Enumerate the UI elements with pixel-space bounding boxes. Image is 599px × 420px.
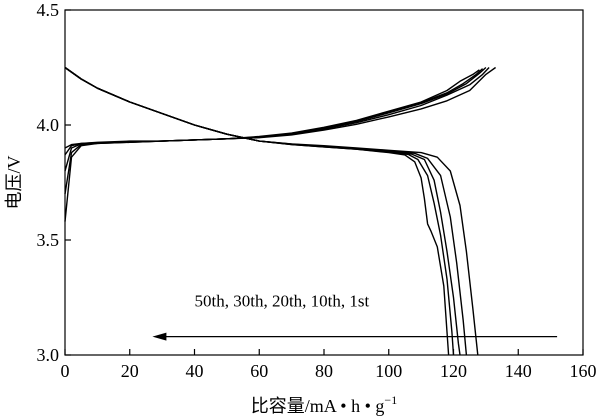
x-tick-label: 60 xyxy=(250,361,268,381)
y-axis-ticks: 3.0 3.5 4.0 4.5 xyxy=(37,0,71,365)
x-tick-label: 140 xyxy=(505,361,532,381)
x-tick-label: 160 xyxy=(570,361,597,381)
charge-curve-1 xyxy=(64,69,480,222)
y-tick-label: 3.0 xyxy=(37,345,60,365)
x-tick-label: 100 xyxy=(375,361,402,381)
charge-curve-5 xyxy=(64,66,497,149)
y-tick-label: 4.5 xyxy=(37,0,60,20)
charge-curve-3 xyxy=(64,66,487,172)
x-tick-label: 40 xyxy=(186,361,204,381)
discharge-curve-4 xyxy=(64,66,468,356)
x-tick-label: 80 xyxy=(315,361,333,381)
x-tick-label: 120 xyxy=(440,361,467,381)
x-axis-ticks: 0 20 40 60 80 100 120 140 160 xyxy=(61,349,597,381)
x-axis-label-text: 比容量/mA • h • g xyxy=(251,396,385,416)
discharge-curve-5 xyxy=(64,66,479,356)
annotation-arrowhead xyxy=(152,332,167,341)
x-tick-label: 20 xyxy=(121,361,139,381)
y-tick-label: 4.0 xyxy=(37,115,60,135)
y-axis-label: 电压/V xyxy=(4,155,24,209)
annotation-label: 50th, 30th, 20th, 10th, 1st xyxy=(195,292,370,311)
y-tick-label: 3.5 xyxy=(37,230,60,250)
x-tick-label: 0 xyxy=(61,361,70,381)
curves-group xyxy=(64,66,497,356)
annotation-group: 50th, 30th, 20th, 10th, 1st xyxy=(152,292,558,341)
x-axis-label-superscript: −1 xyxy=(384,393,397,407)
x-axis-label: 比容量/mA • h • g−1 xyxy=(251,393,397,416)
